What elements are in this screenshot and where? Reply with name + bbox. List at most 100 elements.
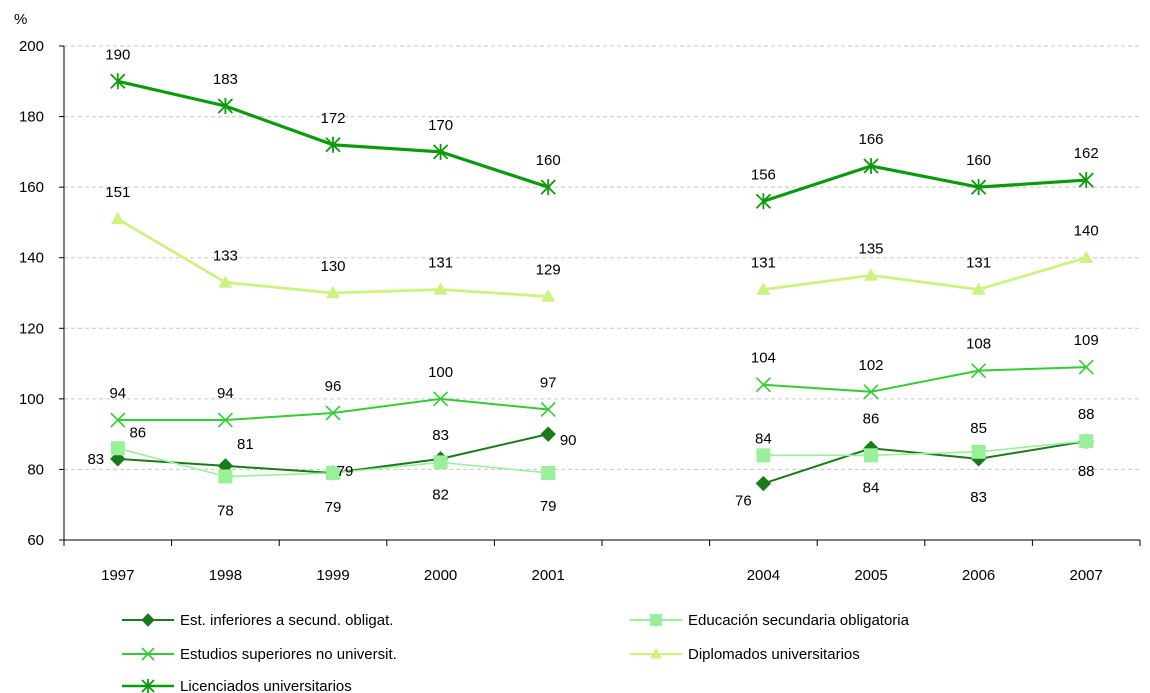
x-tick-label: 1997 xyxy=(101,567,134,584)
data-label: 131 xyxy=(966,254,991,271)
legend-item: Licenciados universitarios xyxy=(122,678,352,693)
data-label: 102 xyxy=(858,357,883,374)
series-line xyxy=(117,397,549,422)
data-label: 131 xyxy=(428,254,453,271)
data-point xyxy=(217,97,234,114)
data-point xyxy=(756,282,771,295)
data-label: 78 xyxy=(217,502,234,519)
series-line xyxy=(763,366,1087,393)
data-label: 84 xyxy=(863,479,880,496)
data-point xyxy=(110,73,126,90)
data-label: 160 xyxy=(966,152,991,169)
data-point xyxy=(433,455,448,470)
data-point xyxy=(432,143,449,160)
legend-label: Licenciados universitarios xyxy=(180,678,352,693)
series-line xyxy=(117,79,549,189)
data-label: 76 xyxy=(735,493,752,510)
data-label: 130 xyxy=(320,258,345,275)
legend-label: Diplomados universitarios xyxy=(688,646,860,663)
data-point xyxy=(325,405,341,421)
legend: Est. inferiores a secund. obligat. Educac… xyxy=(122,612,910,693)
x-tick-label: 2004 xyxy=(747,567,780,584)
data-label: 86 xyxy=(863,410,880,427)
data-point xyxy=(864,268,878,281)
data-label: 84 xyxy=(755,430,772,447)
data-label: 88 xyxy=(1078,463,1095,480)
data-point xyxy=(971,444,986,459)
legend-marker xyxy=(141,613,155,627)
data-point xyxy=(218,469,233,484)
data-point xyxy=(541,289,556,302)
x-tick-label: 1998 xyxy=(209,567,242,584)
data-label: 151 xyxy=(105,184,130,201)
data-point xyxy=(326,286,340,299)
data-point xyxy=(110,211,125,225)
data-label: 97 xyxy=(540,374,557,391)
data-label: 135 xyxy=(858,240,883,257)
x-tick-label: 2007 xyxy=(1070,567,1103,584)
data-label: 90 xyxy=(560,432,577,449)
data-point xyxy=(433,282,448,295)
data-label: 166 xyxy=(858,131,883,148)
data-label: 133 xyxy=(213,247,238,264)
data-label: 85 xyxy=(970,420,987,437)
data-label: 96 xyxy=(325,378,342,395)
data-labels: 83 81 79 83 90 76 86 83 88 86 78 79 82 79 84 84 85 88 94 94… xyxy=(87,46,1098,519)
data-label: 79 xyxy=(325,499,342,516)
data-point xyxy=(756,448,771,463)
data-point xyxy=(970,179,987,196)
data-label: 88 xyxy=(1078,406,1095,423)
y-axis-ticks: 60 80 100 120 140 160 180 200 xyxy=(19,38,65,549)
series-line xyxy=(763,440,1087,485)
data-point xyxy=(1079,250,1094,263)
data-label: 79 xyxy=(337,463,354,480)
legend-item: Diplomados universitarios xyxy=(630,646,860,663)
data-label: 156 xyxy=(751,166,776,183)
data-label: 79 xyxy=(540,498,557,515)
data-label: 162 xyxy=(1074,145,1099,162)
series-line xyxy=(763,440,1087,457)
data-label: 81 xyxy=(237,436,254,453)
data-point xyxy=(433,391,449,407)
data-point xyxy=(1079,434,1094,449)
data-point xyxy=(110,451,126,467)
data-label: 140 xyxy=(1074,223,1099,240)
data-point xyxy=(325,136,341,153)
y-tick-label: 120 xyxy=(19,320,44,337)
legend-marker xyxy=(141,647,155,661)
data-label: 83 xyxy=(970,489,987,506)
legend-label: Est. inferiores a secund. obligat. xyxy=(180,612,393,629)
data-label: 83 xyxy=(87,451,104,468)
series-lines xyxy=(117,79,1087,485)
data-point xyxy=(755,377,771,393)
data-point xyxy=(863,157,879,174)
data-label: 183 xyxy=(213,71,238,88)
data-point xyxy=(863,384,879,400)
data-point xyxy=(864,448,878,463)
legend-label: Educación secundaria obligatoria xyxy=(688,612,910,629)
legend-marker xyxy=(650,614,662,626)
legend-marker xyxy=(650,648,662,659)
x-axis: 1997 1998 1999 2000 2001 2004 2005 2006 2007 xyxy=(63,539,1141,584)
data-point xyxy=(218,275,233,288)
x-tick-label: 2000 xyxy=(424,567,457,584)
data-point xyxy=(1078,359,1094,375)
series-line xyxy=(762,164,1087,203)
data-label: 86 xyxy=(129,424,146,441)
series-markers xyxy=(110,73,1094,492)
series-line xyxy=(763,256,1087,291)
data-label: 190 xyxy=(105,46,130,63)
data-label: 160 xyxy=(536,152,561,169)
data-point xyxy=(540,179,556,196)
legend-item: Educación secundaria obligatoria xyxy=(630,612,910,629)
data-label: 172 xyxy=(320,110,345,127)
y-tick-label: 60 xyxy=(27,532,44,549)
y-tick-label: 80 xyxy=(27,461,44,478)
data-point xyxy=(755,475,772,492)
data-point xyxy=(540,401,556,418)
gridlines xyxy=(64,45,1140,470)
y-tick-label: 160 xyxy=(19,179,44,196)
data-point xyxy=(971,363,987,379)
y-axis-unit-label: % xyxy=(14,11,27,28)
